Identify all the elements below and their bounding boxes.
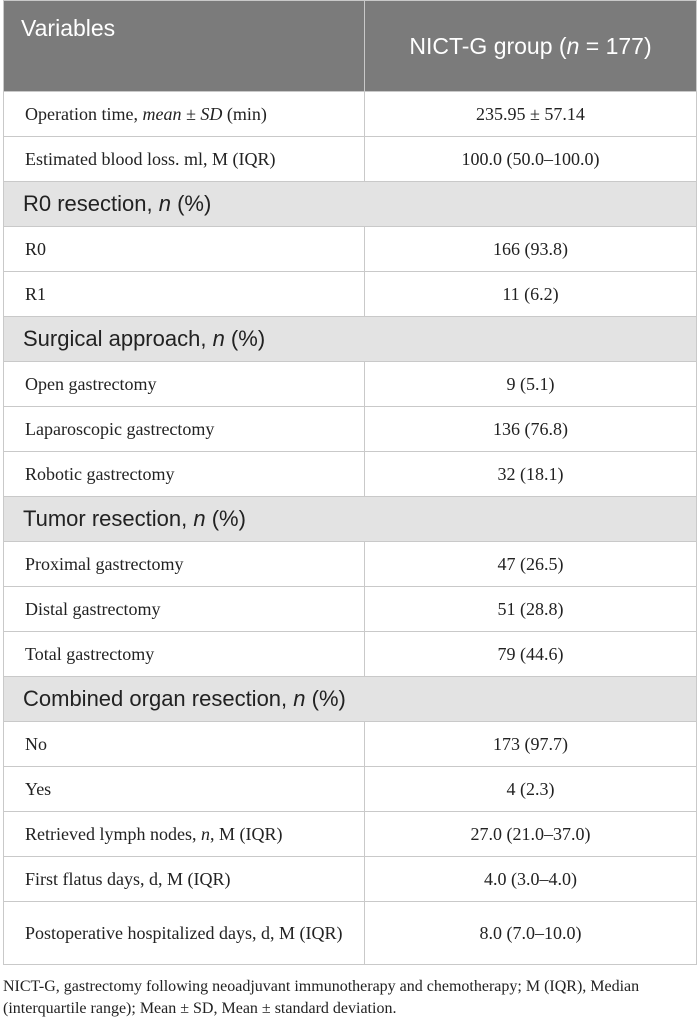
table-row: Postoperative hospitalized days, d, M (I…	[3, 901, 697, 965]
row-value: 51 (28.8)	[364, 586, 697, 632]
row-label: Proximal gastrectomy	[3, 541, 365, 587]
row-value: 4 (2.3)	[364, 766, 697, 812]
table-row: Robotic gastrectomy 32 (18.1)	[3, 451, 697, 497]
row-label: Total gastrectomy	[3, 631, 365, 677]
row-label: Postoperative hospitalized days, d, M (I…	[3, 901, 365, 965]
row-value: 173 (97.7)	[364, 721, 697, 767]
header-group: NICT-G group (n = 177)	[364, 0, 697, 92]
table-row: Yes 4 (2.3)	[3, 766, 697, 812]
section-heading: Tumor resection, n (%)	[3, 496, 697, 542]
row-label: Retrieved lymph nodes, n, M (IQR)	[3, 811, 365, 857]
section-heading: R0 resection, n (%)	[3, 181, 697, 227]
table-header-row: Variables NICT-G group (n = 177)	[3, 0, 697, 92]
section-row: Surgical approach, n (%)	[3, 316, 697, 362]
row-label: No	[3, 721, 365, 767]
row-value: 136 (76.8)	[364, 406, 697, 452]
row-value: 79 (44.6)	[364, 631, 697, 677]
section-heading: Surgical approach, n (%)	[3, 316, 697, 362]
row-label: Distal gastrectomy	[3, 586, 365, 632]
table-row: Retrieved lymph nodes, n, M (IQR) 27.0 (…	[3, 811, 697, 857]
table-row: Distal gastrectomy 51 (28.8)	[3, 586, 697, 632]
row-value: 9 (5.1)	[364, 361, 697, 407]
row-label: Operation time, mean ± SD (min)	[3, 91, 365, 137]
row-value: 235.95 ± 57.14	[364, 91, 697, 137]
row-value: 11 (6.2)	[364, 271, 697, 317]
row-label: Estimated blood loss. ml, M (IQR)	[3, 136, 365, 182]
row-value: 100.0 (50.0–100.0)	[364, 136, 697, 182]
section-row: Tumor resection, n (%)	[3, 496, 697, 542]
row-value: 27.0 (21.0–37.0)	[364, 811, 697, 857]
row-value: 4.0 (3.0–4.0)	[364, 856, 697, 902]
table-row: Estimated blood loss. ml, M (IQR) 100.0 …	[3, 136, 697, 182]
table-row: Laparoscopic gastrectomy 136 (76.8)	[3, 406, 697, 452]
table-footnote: NICT-G, gastrectomy following neoadjuvan…	[3, 978, 640, 1017]
table-row: First flatus days, d, M (IQR) 4.0 (3.0–4…	[3, 856, 697, 902]
table-row: No 173 (97.7)	[3, 721, 697, 767]
row-label: R1	[3, 271, 365, 317]
row-label: Laparoscopic gastrectomy	[3, 406, 365, 452]
row-label: R0	[3, 226, 365, 272]
row-label: Robotic gastrectomy	[3, 451, 365, 497]
row-label: Open gastrectomy	[3, 361, 365, 407]
row-label: First flatus days, d, M (IQR)	[3, 856, 365, 902]
table-container: Variables NICT-G group (n = 177) Operati…	[3, 0, 697, 1020]
row-label: Yes	[3, 766, 365, 812]
section-heading: Combined organ resection, n (%)	[3, 676, 697, 722]
table-row: R0 166 (93.8)	[3, 226, 697, 272]
row-value: 32 (18.1)	[364, 451, 697, 497]
table-row: Total gastrectomy 79 (44.6)	[3, 631, 697, 677]
row-value: 166 (93.8)	[364, 226, 697, 272]
table-row: Proximal gastrectomy 47 (26.5)	[3, 541, 697, 587]
table-row: Open gastrectomy 9 (5.1)	[3, 361, 697, 407]
row-value: 47 (26.5)	[364, 541, 697, 587]
results-table: Variables NICT-G group (n = 177) Operati…	[3, 0, 697, 965]
row-value: 8.0 (7.0–10.0)	[364, 901, 697, 965]
section-row: Combined organ resection, n (%)	[3, 676, 697, 722]
section-row: R0 resection, n (%)	[3, 181, 697, 227]
table-row: Operation time, mean ± SD (min) 235.95 ±…	[3, 91, 697, 137]
table-row: R1 11 (6.2)	[3, 271, 697, 317]
header-variables: Variables	[3, 0, 365, 92]
